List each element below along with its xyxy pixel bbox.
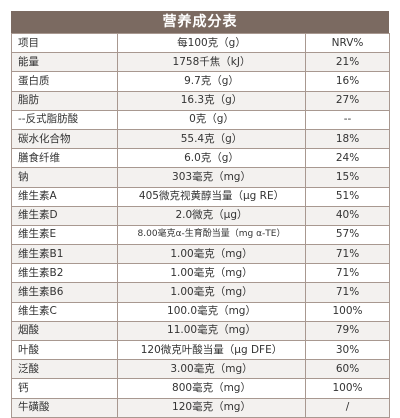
nutrient-nrv: 60% [305, 359, 390, 380]
nutrient-name: 维生素B6 [11, 282, 118, 303]
nutrient-nrv: 71% [305, 263, 390, 284]
nutrient-nrv: 18% [305, 128, 390, 150]
nutrient-name: --反式脂肪酸 [11, 109, 118, 130]
table-row: 钙 800毫克（mg） 100% [11, 378, 390, 399]
nutrient-name: 泛酸 [11, 359, 118, 380]
nutrient-nrv: 40% [305, 205, 390, 226]
table-row: --反式脂肪酸 0克（g） -- [11, 109, 390, 130]
nutrition-table: 项目 每100克（g） NRV% 能量 1758千焦（kJ） 21% 蛋白质 9.7克（… [11, 32, 390, 418]
nutrient-name: 碳水化合物 [11, 128, 118, 150]
nutrient-amount: 1.00毫克（mg） [117, 263, 306, 284]
nutrient-name: 维生素B2 [11, 263, 118, 284]
nutrient-nrv: 15% [305, 167, 390, 188]
header-nrv: NRV% [305, 32, 390, 54]
nutrient-amount: 120毫克（mg） [117, 397, 306, 418]
table-row: 牛磺酸 120毫克（mg） / [11, 397, 390, 418]
nutrient-nrv: 51% [305, 186, 390, 207]
table-row: 膳食纤维 6.0克（g） 24% [11, 148, 390, 169]
nutrient-nrv: 27% [305, 90, 390, 111]
nutrient-name: 维生素B1 [11, 244, 118, 265]
nutrient-nrv: 30% [305, 339, 390, 361]
nutrient-amount: 8.00毫克α-生育酚当量（mg α-TE） [117, 224, 306, 246]
nutrient-nrv: 24% [305, 148, 390, 169]
nutrient-amount: 303毫克（mg） [117, 167, 306, 188]
nutrient-amount: 1758千焦（kJ） [117, 52, 306, 73]
nutrient-amount: 3.00毫克（mg） [117, 359, 306, 380]
table-row: 维生素B2 1.00毫克（mg） 71% [11, 263, 390, 284]
nutrient-amount: 6.0克（g） [117, 148, 306, 169]
nutrient-amount: 16.3克（g） [117, 90, 306, 111]
nutrient-amount: 11.00毫克（mg） [117, 320, 306, 342]
table-row: 蛋白质 9.7克（g） 16% [11, 71, 390, 92]
nutrient-amount: 405微克视黄醇当量（μg RE） [117, 186, 306, 207]
nutrient-amount: 800毫克（mg） [117, 378, 306, 399]
nutrient-name: 牛磺酸 [11, 397, 118, 418]
table-row: 维生素B6 1.00毫克（mg） 71% [11, 282, 390, 303]
nutrient-name: 能量 [11, 52, 118, 73]
nutrient-amount: 2.0微克（μg） [117, 205, 306, 226]
nutrient-nrv: 21% [305, 52, 390, 73]
table-row: 脂肪 16.3克（g） 27% [11, 90, 390, 111]
nutrient-nrv: 71% [305, 244, 390, 265]
nutrient-name: 烟酸 [11, 320, 118, 342]
nutrient-amount: 100.0毫克（mg） [117, 301, 306, 322]
header-row: 项目 每100克（g） NRV% [11, 32, 390, 54]
nutrient-name: 膳食纤维 [11, 148, 118, 169]
header-item: 项目 [11, 32, 118, 54]
table-row: 维生素E 8.00毫克α-生育酚当量（mg α-TE） 57% [11, 224, 390, 246]
table-row: 钠 303毫克（mg） 15% [11, 167, 390, 188]
table-row: 碳水化合物 55.4克（g） 18% [11, 128, 390, 150]
table-row: 维生素D 2.0微克（μg） 40% [11, 205, 390, 226]
table-row: 烟酸 11.00毫克（mg） 79% [11, 320, 390, 342]
nutrient-nrv: / [305, 397, 390, 418]
nutrient-name: 叶酸 [11, 339, 118, 361]
nutrient-nrv: -- [305, 109, 390, 130]
nutrient-nrv: 100% [305, 378, 390, 399]
nutrient-name: 钠 [11, 167, 118, 188]
nutrient-name: 维生素C [11, 301, 118, 322]
table-row: 泛酸 3.00毫克（mg） 60% [11, 359, 390, 380]
table-row: 叶酸 120微克叶酸当量（μg DFE） 30% [11, 339, 390, 361]
table-row: 能量 1758千焦（kJ） 21% [11, 52, 390, 73]
nutrient-name: 维生素E [11, 224, 118, 246]
header-per-100g: 每100克（g） [117, 32, 306, 54]
table-row: 维生素A 405微克视黄醇当量（μg RE） 51% [11, 186, 390, 207]
nutrient-name: 蛋白质 [11, 71, 118, 92]
nutrient-amount: 0克（g） [117, 109, 306, 130]
table-title: 营养成分表 [11, 11, 389, 33]
nutrient-nrv: 71% [305, 282, 390, 303]
nutrient-nrv: 79% [305, 320, 390, 342]
nutrient-nrv: 57% [305, 224, 390, 246]
nutrient-nrv: 16% [305, 71, 390, 92]
nutrient-amount: 1.00毫克（mg） [117, 244, 306, 265]
nutrient-nrv: 100% [305, 301, 390, 322]
nutrient-name: 钙 [11, 378, 118, 399]
nutrient-name: 维生素A [11, 186, 118, 207]
nutrient-amount: 55.4克（g） [117, 128, 306, 150]
nutrient-amount: 120微克叶酸当量（μg DFE） [117, 339, 306, 361]
table-row: 维生素B1 1.00毫克（mg） 71% [11, 244, 390, 265]
table-row: 维生素C 100.0毫克（mg） 100% [11, 301, 390, 322]
nutrient-amount: 1.00毫克（mg） [117, 282, 306, 303]
nutrient-name: 维生素D [11, 205, 118, 226]
nutrition-facts-panel: 营养成分表 项目 每100克（g） NRV% 能量 1758千焦（kJ） 21% 蛋白… [11, 11, 390, 418]
nutrient-amount: 9.7克（g） [117, 71, 306, 92]
nutrient-name: 脂肪 [11, 90, 118, 111]
